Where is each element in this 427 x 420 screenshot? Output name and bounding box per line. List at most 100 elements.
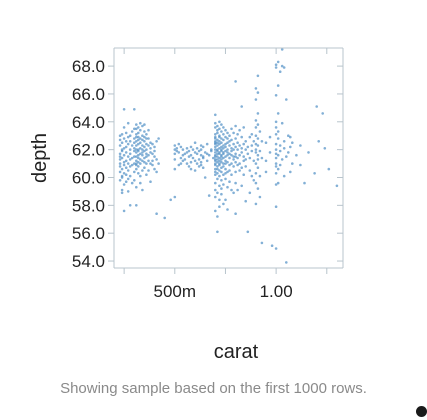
data-point [216, 178, 219, 181]
data-point [119, 144, 122, 147]
data-point [178, 151, 181, 154]
data-point [141, 154, 144, 157]
data-point [265, 160, 268, 163]
data-point [299, 144, 302, 147]
data-point [226, 148, 229, 151]
data-point [147, 169, 150, 172]
data-point [259, 175, 262, 178]
data-point [129, 148, 132, 151]
data-point [240, 185, 243, 188]
data-point [133, 179, 136, 182]
data-point [226, 161, 229, 164]
data-point [257, 154, 260, 157]
data-point [139, 122, 142, 125]
data-point [289, 146, 292, 149]
status-dot-icon [416, 406, 427, 417]
data-point [131, 144, 134, 147]
data-point [198, 158, 201, 161]
data-point [249, 157, 252, 160]
data-point [238, 144, 241, 147]
data-point [232, 143, 235, 146]
data-point [275, 133, 278, 136]
x-axis-title: carat [214, 341, 259, 363]
data-point [218, 199, 221, 202]
data-point [214, 196, 217, 199]
data-point [147, 144, 150, 147]
data-point [283, 147, 286, 150]
data-point [145, 173, 148, 176]
data-point [151, 153, 154, 156]
data-point [283, 140, 286, 143]
data-point [149, 180, 152, 183]
data-point [202, 157, 205, 160]
data-point [180, 157, 183, 160]
data-point [186, 147, 189, 150]
data-point [222, 126, 225, 129]
data-point [303, 182, 306, 185]
data-point [279, 150, 282, 153]
data-point [123, 183, 126, 186]
data-point [234, 212, 237, 215]
data-point [255, 98, 258, 101]
data-point [236, 133, 239, 136]
data-point [242, 126, 245, 129]
data-point [222, 203, 225, 206]
data-point [275, 165, 278, 168]
data-point [240, 105, 243, 108]
data-point [143, 130, 146, 133]
data-point [208, 194, 211, 197]
data-point [230, 128, 233, 131]
data-point [218, 134, 221, 137]
data-point [135, 123, 138, 126]
data-point [275, 143, 278, 146]
data-point [234, 146, 237, 149]
data-point [275, 247, 278, 250]
data-point [194, 141, 197, 144]
data-point [336, 185, 339, 188]
data-point [123, 137, 126, 140]
data-point [216, 125, 219, 128]
data-point [222, 165, 225, 168]
data-point [277, 84, 280, 87]
data-point [257, 166, 260, 169]
data-point [119, 139, 122, 142]
data-point [257, 75, 260, 78]
data-point [121, 189, 124, 192]
data-point [121, 192, 124, 195]
data-point [289, 136, 292, 139]
data-point [247, 146, 250, 149]
data-point [299, 164, 302, 167]
data-point [324, 147, 327, 150]
data-point [265, 171, 268, 174]
data-point [275, 126, 278, 129]
data-point [131, 130, 134, 133]
data-point [315, 105, 318, 108]
data-point [240, 147, 243, 150]
data-point [249, 192, 252, 195]
data-point [321, 112, 324, 115]
data-point [251, 150, 254, 153]
data-point [228, 169, 231, 172]
data-point [251, 133, 254, 136]
data-point [222, 139, 225, 142]
data-point [259, 196, 262, 199]
data-point [127, 122, 130, 125]
data-point [289, 171, 292, 174]
data-point [317, 140, 320, 143]
data-point [202, 166, 205, 169]
data-point [291, 162, 294, 165]
data-point [178, 143, 181, 146]
data-point [255, 126, 258, 129]
data-point [145, 148, 148, 151]
data-point [123, 108, 126, 111]
data-point [129, 175, 132, 178]
data-point [269, 151, 272, 154]
data-point [295, 154, 298, 157]
data-point [180, 162, 183, 165]
data-point [228, 157, 231, 160]
data-point [249, 169, 252, 172]
data-point [230, 189, 233, 192]
data-point [125, 132, 128, 135]
data-point [232, 158, 235, 161]
data-point [190, 161, 193, 164]
